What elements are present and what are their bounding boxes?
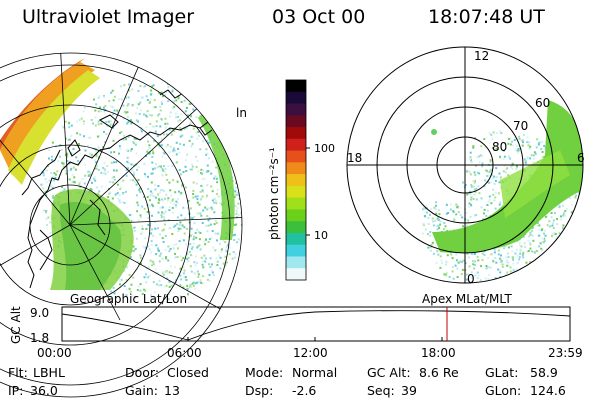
colorbar-swatch — [286, 150, 306, 163]
altitude-curve — [61, 310, 571, 341]
mlt-label-12: 12 — [474, 49, 489, 63]
altitude-plot: Geographic Lat/Lon Apex MLat/MLT GC Alt … — [9, 292, 583, 360]
polar-grid — [346, 46, 584, 284]
glat-key: GLat: — [485, 365, 519, 380]
mode-value: Normal — [292, 365, 338, 380]
colorbar-swatch — [286, 256, 306, 269]
flt-key: Flt: — [8, 365, 28, 380]
gcalt-key: GC Alt: — [367, 365, 411, 380]
gcalt-value: 8.6 Re — [419, 365, 459, 380]
colorbar-swatch — [286, 197, 306, 210]
xtick-1200: 12:00 — [293, 346, 328, 360]
ip-value: 36.0 — [30, 383, 58, 398]
gain-key: Gain: — [125, 383, 158, 398]
glat-value: 58.9 — [530, 365, 558, 380]
apex-label: Apex MLat/MLT — [422, 292, 512, 306]
xtick-0000: 00:00 — [37, 346, 72, 360]
dsp-key: Dsp: — [245, 383, 274, 398]
colorbar-swatch — [286, 244, 306, 257]
geographic-map: ln — [0, 52, 247, 398]
mlat-label-70: 70 — [513, 119, 528, 133]
seq-key: Seq: — [367, 383, 395, 398]
door-key: Door: — [125, 365, 160, 380]
door-value: Closed — [167, 365, 209, 380]
colorbar-swatch — [286, 185, 306, 199]
colorbar-swatch — [286, 115, 306, 128]
colorbar-swatch — [286, 103, 306, 116]
dsp-value: -2.6 — [292, 383, 317, 398]
colorbar-swatch — [286, 209, 306, 222]
colorbar-swatch — [286, 80, 306, 93]
date-label: 03 Oct 00 — [272, 6, 366, 28]
colorbar-tick-100: 100 — [314, 142, 335, 155]
seq-value: 39 — [401, 383, 417, 398]
colorbar-tick-10: 10 — [314, 229, 328, 242]
polar-plot: 12 18 6 0 60 70 80 — [346, 46, 585, 286]
colorbar-swatch — [286, 232, 306, 246]
colorbar-swatch — [286, 174, 306, 187]
glon-key: GLon: — [485, 383, 522, 398]
gain-value: 13 — [164, 383, 180, 398]
ip-key: IP: — [8, 383, 24, 398]
flt-value: LBHL — [33, 365, 65, 380]
mlt-label-18: 18 — [347, 151, 362, 165]
altitude-ylabel: GC Alt — [9, 306, 23, 344]
glon-value: 124.6 — [530, 383, 566, 398]
instrument-title: Ultraviolet Imager — [22, 6, 195, 28]
geo-grid — [0, 53, 242, 386]
colorbar-swatch — [286, 138, 306, 152]
colorbar-swatch — [286, 91, 306, 105]
colorbar-swatch — [286, 127, 306, 140]
mlat-label-60: 60 — [535, 96, 550, 110]
mode-key: Mode: — [245, 365, 284, 380]
colorbar-unit-label: photon cm⁻²s⁻¹ — [267, 147, 281, 240]
mlt-label-6: 6 — [577, 151, 585, 165]
polar-aurora-oval — [432, 100, 583, 253]
coastlines — [21, 89, 219, 289]
altitude-ytick-high: 9.0 — [30, 306, 49, 320]
geographic-label: Geographic Lat/Lon — [70, 292, 187, 306]
mlat-label-80: 80 — [492, 140, 507, 154]
colorbar-swatch — [286, 268, 306, 281]
mlt-label-0: 0 — [467, 272, 475, 286]
time-label: 18:07:48 UT — [428, 6, 545, 28]
colorbar-swatch — [286, 162, 306, 175]
map-corner-label: ln — [236, 106, 247, 120]
altitude-xticks — [187, 337, 443, 341]
colorbar-swatch — [286, 221, 306, 234]
xtick-2359: 23:59 — [548, 346, 583, 360]
altitude-ytick-low: 1.8 — [30, 331, 49, 345]
xtick-1800: 18:00 — [421, 346, 456, 360]
xtick-0600: 06:00 — [167, 346, 202, 360]
colorbar: 100 10 photon cm⁻²s⁻¹ — [267, 79, 335, 281]
